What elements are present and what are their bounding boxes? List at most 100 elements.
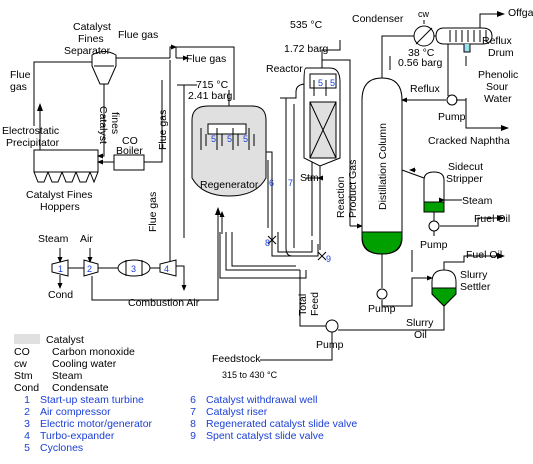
label-fuel-oil-1: Fuel Oil — [474, 213, 510, 225]
legend-key: 3 — [24, 418, 30, 430]
label-condenser-pressure: 0.56 barg — [398, 57, 443, 69]
label-slurry-oil-2: Oil — [414, 329, 427, 341]
label-phenolic-sour-water-2: Sour — [486, 81, 509, 93]
label-reactor: Reactor — [266, 63, 303, 75]
label-reactor-pressure: 1.72 barg — [284, 43, 329, 55]
label-catalyst-fines-hoppers-1: Catalyst Fines — [26, 189, 93, 201]
label-flue-gas-top: Flue gas — [118, 29, 158, 41]
label-catalyst-fines-vertical-2: fines — [109, 112, 121, 134]
diagram-labels: Catalyst Fines Separator Flue gas Flue g… — [2, 7, 533, 380]
legend-row: cw Cooling water — [14, 358, 116, 370]
regenerator — [191, 105, 267, 197]
legend-key: cw — [14, 358, 27, 370]
label-reflux: Reflux — [410, 83, 441, 95]
label-reflux-drum-1: Reflux — [482, 35, 513, 47]
legend-key: Cond — [14, 382, 40, 394]
label-catalyst-fines-separator-1: Catalyst — [73, 21, 111, 33]
label-reactor-temperature: 535 °C — [290, 19, 323, 31]
equipment-number-2: 2 — [87, 264, 92, 274]
legend-value: Cooling water — [52, 358, 117, 370]
legend-value: Cyclones — [40, 442, 84, 454]
label-combustion-air: Combustion Air — [128, 297, 200, 309]
label-offgas: Offgas — [508, 7, 533, 19]
legend-key: Stm — [14, 370, 33, 382]
label-feed-pump: Pump — [316, 339, 344, 351]
legend-value: Regenerated catalyst slide valve — [206, 418, 358, 430]
label-catalyst-fines-separator-2: Fines — [78, 33, 104, 45]
label-regen-temperature: 715 °C — [196, 79, 229, 91]
label-sidecut-stripper-1: Sidecut — [448, 161, 483, 173]
label-phenolic-sour-water-1: Phenolic — [478, 69, 518, 81]
label-steam-stripper: Steam — [462, 195, 493, 207]
legend-key: 5 — [24, 442, 30, 454]
label-stripper-pump: Pump — [420, 239, 448, 251]
label-condenser: Condenser — [352, 13, 404, 25]
label-regen-pressure: 2.41 barg — [188, 90, 233, 102]
equipment-number-4: 4 — [164, 264, 169, 274]
label-bottoms-pump: Pump — [368, 303, 396, 315]
label-feedstock-temperature: 315 to 430 °C — [222, 370, 278, 380]
equipment-number-6: 6 — [269, 178, 274, 188]
label-cond: Cond — [48, 289, 73, 301]
label-catalyst-fines-separator-3: Separator — [64, 45, 111, 57]
legend-row: 4 Turbo-expander — [14, 430, 114, 442]
label-regenerator: Regenerator — [200, 179, 259, 191]
legend-row: 2 Air compressor — [14, 406, 111, 418]
label-condenser-temperature: 38 °C — [408, 47, 435, 59]
legend-value: Start-up steam turbine — [40, 394, 144, 406]
label-electrostatic-precipitator-2: Precipitator — [6, 137, 60, 149]
label-air: Air — [80, 233, 93, 245]
legend-row: 3 Electric motor/generator — [14, 418, 152, 430]
legend-row: Stm Steam — [14, 370, 82, 382]
equipment-numbers: 1 2 3 4 5 5 5 5 5 6 7 8 9 — [58, 78, 335, 274]
label-cw: cw — [418, 9, 430, 19]
legend-key: 8 — [190, 418, 196, 430]
equipment-number-5a: 5 — [211, 134, 216, 144]
label-stm: Stm — [300, 172, 319, 184]
legend-value: Catalyst withdrawal well — [206, 394, 318, 406]
label-fuel-oil-2: Fuel Oil — [466, 249, 502, 261]
legend-key: CO — [14, 346, 30, 358]
label-reflux-pump: Pump — [438, 111, 466, 123]
legend-key: 4 — [24, 430, 30, 442]
equipment-number-7: 7 — [288, 178, 293, 188]
legend-value: Catalyst — [46, 334, 84, 346]
label-flue-gas-left-2: gas — [10, 81, 27, 93]
label-sidecut-stripper-2: Stripper — [446, 173, 483, 185]
legend-row: 8 Regenerated catalyst slide valve — [180, 418, 357, 430]
legend-value: Condensate — [52, 382, 109, 394]
equipment-number-1: 1 — [58, 264, 63, 274]
equipment-number-8: 8 — [265, 238, 270, 248]
legend-value: Electric motor/generator — [40, 418, 153, 430]
label-cracked-naphtha: Cracked Naphtha — [428, 135, 510, 147]
distillation-column — [361, 77, 403, 255]
legend-row: 5 Cyclones — [14, 442, 83, 454]
legend-row: 1 Start-up steam turbine — [14, 394, 144, 406]
legend-key: 2 — [24, 406, 30, 418]
label-steam-turbine-inlet: Steam — [38, 233, 69, 245]
label-co-boiler-2: Boiler — [116, 145, 143, 157]
label-electrostatic-precipitator-1: Electrostatic — [2, 125, 59, 137]
equipment-number-5e: 5 — [330, 78, 335, 88]
label-slurry-settler-2: Settler — [460, 281, 491, 293]
label-reaction-product-gas-2: Product Gas — [347, 160, 359, 218]
legend-row: Cond Condensate — [14, 382, 109, 394]
label-slurry-settler-1: Slurry — [460, 269, 488, 281]
catalyst-fines-separator — [91, 51, 117, 92]
legend-value: Spent catalyst slide valve — [206, 430, 324, 442]
label-total-feed-1: Total — [297, 294, 309, 316]
legend-key: 9 — [190, 430, 196, 442]
legend-value: Catalyst riser — [206, 406, 268, 418]
catalyst-swatch — [14, 334, 40, 344]
legend-row: 7 Catalyst riser — [180, 406, 267, 418]
label-feedstock: Feedstock — [212, 353, 261, 365]
label-reflux-drum-2: Drum — [488, 47, 514, 59]
legend-row: 9 Spent catalyst slide valve — [180, 430, 324, 442]
label-slurry-oil-1: Slurry — [406, 317, 434, 329]
compressor-train — [51, 259, 177, 277]
equipment-number-5c: 5 — [243, 134, 248, 144]
label-distillation-column: Distillation Column — [377, 123, 389, 210]
co-boiler — [113, 154, 145, 171]
reactor — [303, 67, 341, 167]
legend-row: 6 Catalyst withdrawal well — [180, 394, 317, 406]
